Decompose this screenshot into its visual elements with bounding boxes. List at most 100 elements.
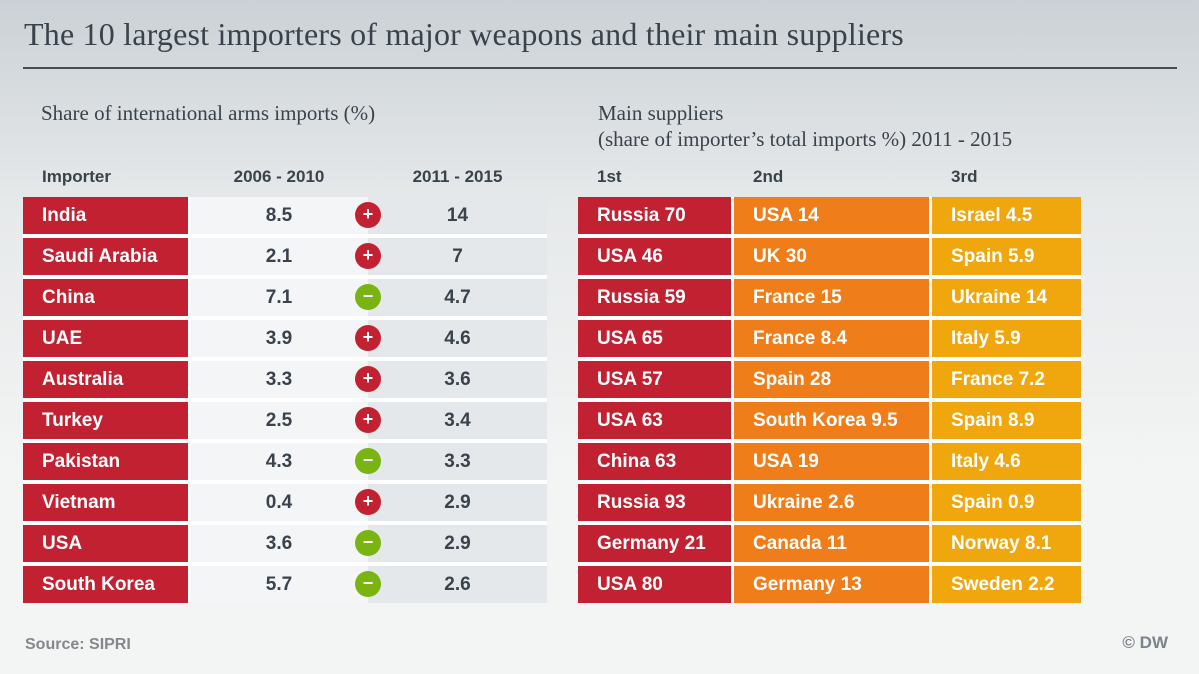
supplier-1st-cell: Russia 93 (578, 484, 731, 521)
right-subtitle-line2: (share of importer’s total imports %) 20… (598, 127, 1013, 151)
trend-down-icon: − (355, 448, 381, 474)
left-section-subtitle: Share of international arms imports (%) (41, 101, 376, 125)
value-2011-2015: 3.6 (368, 361, 547, 398)
imports-share-table: India 8.5 14 + Saudi Arabia 2.1 7 + Chin… (23, 197, 547, 603)
column-header-2011-2015: 2011 - 2015 (412, 167, 503, 186)
importer-name-cell: UAE (23, 320, 190, 357)
trend-up-icon: + (355, 407, 381, 433)
supplier-1st-cell: USA 80 (578, 566, 731, 603)
supplier-2nd-cell: UK 30 (734, 238, 929, 275)
value-2011-2015: 7 (368, 238, 547, 275)
trend-up-icon: + (355, 325, 381, 351)
value-2006-2010: 4.3 (190, 443, 368, 480)
value-2006-2010: 2.5 (190, 402, 368, 439)
supplier-row: USA 80 Germany 13 Sweden 2.2 (578, 566, 1081, 603)
import-row: Saudi Arabia 2.1 7 + (23, 238, 547, 275)
value-2011-2015: 2.9 (368, 525, 547, 562)
supplier-2nd-cell: Canada 11 (734, 525, 929, 562)
supplier-3rd-cell: France 7.2 (932, 361, 1081, 398)
supplier-1st-cell: USA 65 (578, 320, 731, 357)
import-row: USA 3.6 2.9 − (23, 525, 547, 562)
column-header-importer: Importer (42, 167, 111, 186)
trend-down-icon: − (355, 530, 381, 556)
importer-name-cell: USA (23, 525, 190, 562)
supplier-2nd-cell: Spain 28 (734, 361, 929, 398)
value-2011-2015: 2.6 (368, 566, 547, 603)
supplier-3rd-cell: Ukraine 14 (932, 279, 1081, 316)
supplier-row: Russia 93 Ukraine 2.6 Spain 0.9 (578, 484, 1081, 521)
value-2006-2010: 3.3 (190, 361, 368, 398)
supplier-3rd-cell: Spain 8.9 (932, 402, 1081, 439)
supplier-1st-cell: USA 57 (578, 361, 731, 398)
supplier-3rd-cell: Sweden 2.2 (932, 566, 1081, 603)
value-2006-2010: 7.1 (190, 279, 368, 316)
import-row: Turkey 2.5 3.4 + (23, 402, 547, 439)
import-row: South Korea 5.7 2.6 − (23, 566, 547, 603)
trend-down-icon: − (355, 571, 381, 597)
dw-copyright: © DW (1122, 633, 1168, 652)
supplier-3rd-cell: Norway 8.1 (932, 525, 1081, 562)
import-row: Pakistan 4.3 3.3 − (23, 443, 547, 480)
importer-name-cell: Pakistan (23, 443, 190, 480)
import-row: Vietnam 0.4 2.9 + (23, 484, 547, 521)
importer-name-cell: India (23, 197, 190, 234)
supplier-row: USA 46 UK 30 Spain 5.9 (578, 238, 1081, 275)
supplier-row: Russia 70 USA 14 Israel 4.5 (578, 197, 1081, 234)
import-row: India 8.5 14 + (23, 197, 547, 234)
supplier-row: Russia 59 France 15 Ukraine 14 (578, 279, 1081, 316)
value-2006-2010: 2.1 (190, 238, 368, 275)
supplier-2nd-cell: Ukraine 2.6 (734, 484, 929, 521)
supplier-row: USA 63 South Korea 9.5 Spain 8.9 (578, 402, 1081, 439)
supplier-row: USA 65 France 8.4 Italy 5.9 (578, 320, 1081, 357)
supplier-1st-cell: USA 46 (578, 238, 731, 275)
column-header-3rd: 3rd (951, 167, 978, 186)
supplier-3rd-cell: Italy 4.6 (932, 443, 1081, 480)
supplier-3rd-cell: Spain 0.9 (932, 484, 1081, 521)
supplier-1st-cell: Russia 70 (578, 197, 731, 234)
supplier-1st-cell: USA 63 (578, 402, 731, 439)
import-row: Australia 3.3 3.6 + (23, 361, 547, 398)
supplier-row: Germany 21 Canada 11 Norway 8.1 (578, 525, 1081, 562)
page-title: The 10 largest importers of major weapon… (24, 16, 904, 52)
value-2006-2010: 5.7 (190, 566, 368, 603)
trend-up-icon: + (355, 202, 381, 228)
trend-up-icon: + (355, 243, 381, 269)
value-2006-2010: 8.5 (190, 197, 368, 234)
supplier-row: USA 57 Spain 28 France 7.2 (578, 361, 1081, 398)
supplier-1st-cell: Germany 21 (578, 525, 731, 562)
supplier-1st-cell: Russia 59 (578, 279, 731, 316)
source-note: Source: SIPRI (25, 636, 131, 653)
trend-up-icon: + (355, 489, 381, 515)
supplier-2nd-cell: USA 14 (734, 197, 929, 234)
value-2006-2010: 3.6 (190, 525, 368, 562)
right-section-subtitle: Main suppliers (share of importer’s tota… (598, 100, 1012, 152)
value-2011-2015: 4.7 (368, 279, 547, 316)
supplier-1st-cell: China 63 (578, 443, 731, 480)
supplier-2nd-cell: Germany 13 (734, 566, 929, 603)
import-row: UAE 3.9 4.6 + (23, 320, 547, 357)
importer-name-cell: China (23, 279, 190, 316)
value-2006-2010: 3.9 (190, 320, 368, 357)
supplier-3rd-cell: Israel 4.5 (932, 197, 1081, 234)
column-header-1st: 1st (597, 167, 622, 186)
right-subtitle-line1: Main suppliers (598, 101, 724, 125)
main-suppliers-table: Russia 70 USA 14 Israel 4.5 USA 46 UK 30… (578, 197, 1081, 603)
supplier-3rd-cell: Italy 5.9 (932, 320, 1081, 357)
supplier-2nd-cell: France 15 (734, 279, 929, 316)
trend-up-icon: + (355, 366, 381, 392)
value-2011-2015: 2.9 (368, 484, 547, 521)
value-2011-2015: 4.6 (368, 320, 547, 357)
value-2011-2015: 3.3 (368, 443, 547, 480)
value-2011-2015: 3.4 (368, 402, 547, 439)
importer-name-cell: Australia (23, 361, 190, 398)
importer-name-cell: Saudi Arabia (23, 238, 190, 275)
importer-name-cell: Vietnam (23, 484, 190, 521)
supplier-3rd-cell: Spain 5.9 (932, 238, 1081, 275)
supplier-2nd-cell: France 8.4 (734, 320, 929, 357)
supplier-2nd-cell: South Korea 9.5 (734, 402, 929, 439)
supplier-row: China 63 USA 19 Italy 4.6 (578, 443, 1081, 480)
title-divider (23, 67, 1177, 69)
supplier-2nd-cell: USA 19 (734, 443, 929, 480)
importer-name-cell: Turkey (23, 402, 190, 439)
